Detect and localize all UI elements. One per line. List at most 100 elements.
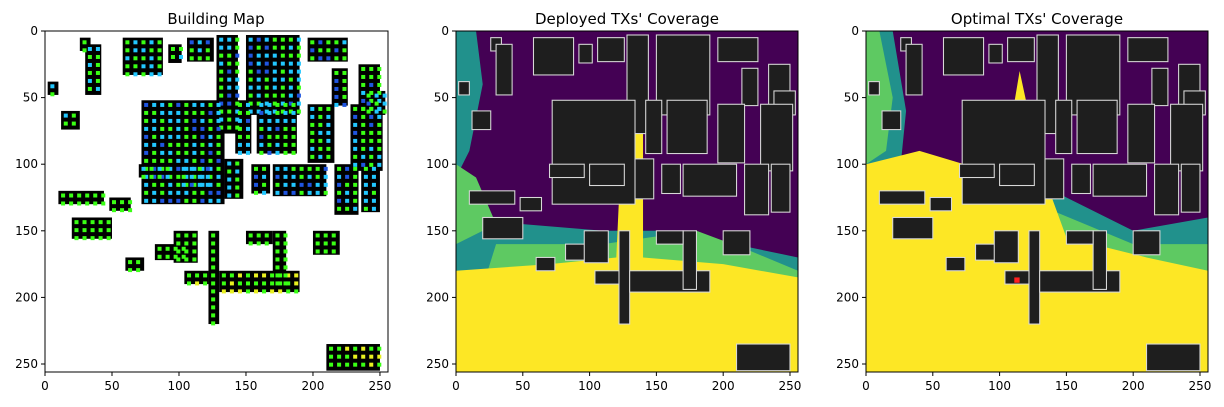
tx-candidate-marker [254, 182, 259, 187]
building [1092, 230, 1108, 290]
tx-candidate-marker [200, 158, 205, 163]
tx-candidate-marker [168, 198, 173, 203]
tx-candidate-marker [283, 249, 288, 254]
tx-candidate-marker [272, 101, 277, 106]
tx-candidate-marker [342, 86, 347, 91]
x-tick-label: 0 [452, 379, 460, 393]
deployed-coverage-panel: Deployed TXs' Coverage 0 50 100 150 200 25005… [426, 10, 801, 393]
tx-candidate-marker [227, 69, 232, 74]
tx-candidate-marker [152, 102, 157, 107]
tx-candidate-marker [219, 45, 224, 50]
building [1132, 230, 1161, 256]
tx-marker [1014, 277, 1020, 283]
tx-candidate-marker [267, 134, 272, 139]
tx-candidate-marker [326, 138, 331, 143]
tx-candidate-marker [296, 61, 301, 66]
building [350, 104, 383, 171]
tx-candidate-marker [192, 257, 197, 262]
tx-candidate-marker [227, 77, 232, 82]
tx-candidate-marker [176, 241, 181, 246]
tx-candidate-marker [275, 190, 280, 195]
tx-candidate-marker [184, 190, 189, 195]
tx-candidate-marker [371, 174, 376, 179]
tx-candidate-marker [326, 130, 331, 135]
tx-candidate-marker [256, 233, 261, 238]
tx-candidate-marker [256, 77, 261, 82]
tx-candidate-marker [256, 85, 261, 90]
tx-candidate-marker [144, 174, 149, 179]
tx-candidate-marker [337, 354, 342, 359]
tx-candidate-marker [307, 166, 312, 171]
tx-candidate-marker [82, 236, 87, 241]
tx-candidate-marker [168, 190, 173, 195]
tx-candidate-marker [361, 106, 366, 111]
tx-candidate-marker [152, 158, 157, 163]
tx-candidate-marker [184, 241, 189, 246]
tx-candidate-marker [197, 40, 202, 45]
tx-candidate-marker [374, 93, 379, 98]
y-tick-label: 150 [426, 224, 449, 238]
tx-candidate-marker [184, 249, 189, 254]
building [770, 163, 791, 213]
tx-candidate-marker [192, 110, 197, 115]
tx-candidate-marker [200, 126, 205, 131]
tx-candidate-marker [296, 85, 301, 90]
tx-candidate-marker [377, 354, 382, 359]
tx-candidate-marker [283, 102, 288, 107]
tx-candidate-marker [296, 77, 301, 82]
tx-candidate-marker [160, 110, 165, 115]
building [905, 43, 923, 96]
tx-candidate-marker [120, 200, 125, 205]
building [958, 163, 995, 179]
deployed-coverage-heatmap [456, 31, 798, 372]
tx-candidate-marker [178, 54, 184, 59]
tx-candidate-marker [216, 110, 221, 115]
tx-candidate-marker [237, 110, 242, 115]
tx-candidate-marker [259, 134, 264, 139]
tx-candidate-marker [227, 37, 232, 42]
tx-candidate-marker [334, 48, 339, 53]
tx-candidate-marker [149, 40, 154, 45]
tx-candidate-marker [98, 236, 103, 241]
tx-candidate-marker [141, 174, 146, 179]
tx-candidate-marker [235, 109, 240, 114]
tx-candidate-marker [133, 40, 138, 45]
tx-candidate-marker [310, 154, 315, 159]
tx-candidate-marker [248, 37, 253, 42]
tx-candidate-marker [176, 166, 181, 171]
y-tick-label: 50 [434, 91, 449, 105]
tx-candidate-marker [248, 45, 253, 50]
tx-candidate-marker [187, 273, 192, 278]
tx-candidate-marker [369, 98, 374, 103]
tx-candidate-marker [369, 146, 374, 151]
tx-candidate-marker [326, 106, 331, 111]
tx-candidate-marker [141, 64, 146, 69]
tx-candidate-marker [291, 102, 296, 107]
tx-candidate-marker [248, 109, 253, 114]
tx-candidate-marker [184, 166, 189, 171]
tx-candidate-marker [120, 208, 125, 213]
tx-candidate-marker [200, 174, 205, 179]
tx-candidate-marker [200, 110, 205, 115]
building [892, 216, 934, 240]
tx-candidate-marker [219, 109, 224, 114]
tx-candidate-marker [152, 174, 157, 179]
tx-candidate-marker [366, 93, 371, 98]
axes-frame [44, 30, 389, 373]
tx-candidate-marker [256, 69, 261, 74]
tx-candidate-marker [369, 154, 374, 159]
tx-candidate-marker [371, 166, 376, 171]
tx-candidate-marker [165, 246, 170, 251]
tx-candidate-marker [315, 241, 320, 246]
tx-candidate-marker [310, 130, 315, 135]
tx-candidate-marker [211, 313, 216, 318]
tx-candidate-marker [345, 198, 350, 203]
tx-candidate-marker [291, 126, 296, 131]
tx-candidate-marker [71, 113, 76, 118]
tx-candidate-marker [128, 268, 133, 273]
tx-candidate-marker [361, 98, 366, 103]
x-tick-label: 200 [1122, 379, 1145, 393]
tx-candidate-marker [237, 134, 242, 139]
building [1039, 270, 1121, 293]
y-tick-label: 200 [15, 290, 38, 304]
